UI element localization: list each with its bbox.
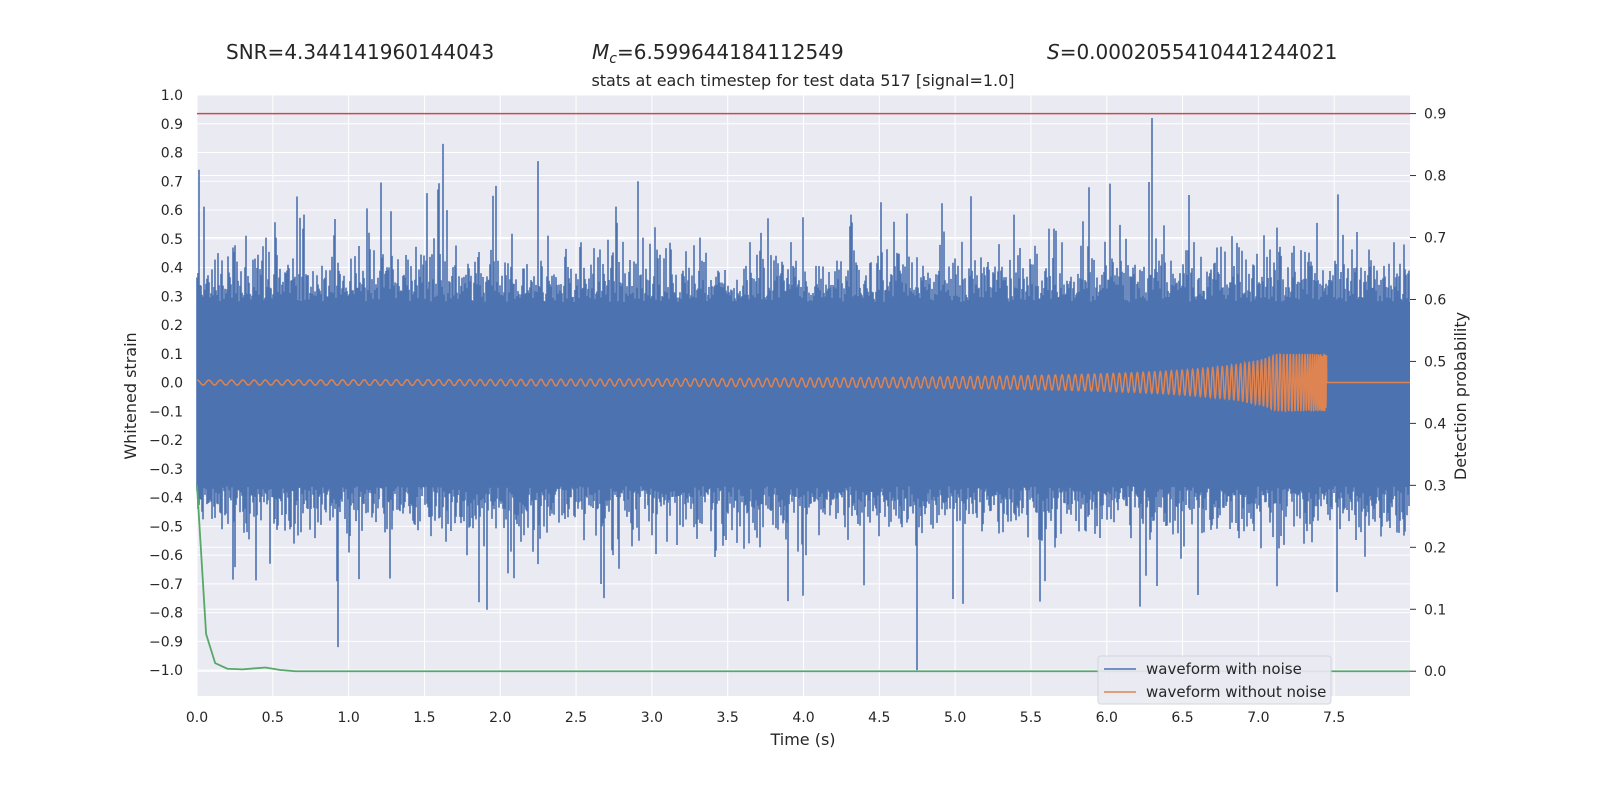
y2-tick-label: 0.7 <box>1424 231 1446 247</box>
x-tick-label: 7.5 <box>1323 710 1345 726</box>
legend-label-clean: waveform without noise <box>1146 683 1326 701</box>
x-tick-label: 6.0 <box>1096 710 1118 726</box>
y-tick-label: 0.5 <box>161 232 183 248</box>
x-axis-label: Time (s) <box>769 730 835 749</box>
x-tick-label: 7.0 <box>1247 710 1269 726</box>
x-tick-label: 3.0 <box>641 710 663 726</box>
chirp-mass-subscript: c <box>609 51 617 67</box>
y-tick-label: −1.0 <box>149 663 183 679</box>
axes: 0.0 0.5 1.0 1.5 2.0 2.5 3.0 3.5 4.0 4.5 5.0 5.5 6.0 6… <box>149 88 1446 726</box>
series-clean-waveform <box>196 352 1410 413</box>
legend-box <box>1097 655 1332 705</box>
legend: waveform with noise waveform without noi… <box>1097 655 1332 705</box>
y-tick-label: −0.9 <box>149 634 183 650</box>
y-tick-label: −0.1 <box>149 404 183 420</box>
y-tick-label: 0.6 <box>161 203 183 219</box>
x-tick-label: 1.5 <box>413 710 435 726</box>
y2-tick-label: 0.6 <box>1424 292 1446 308</box>
x-tick-label: 2.5 <box>565 710 587 726</box>
x-tick-label: 1.0 <box>337 710 359 726</box>
series-noisy-core <box>197 302 1410 487</box>
y-tick-label: −0.6 <box>149 548 183 564</box>
y-tick-label: 0.0 <box>161 376 183 392</box>
y-tick-label: 0.9 <box>161 117 183 133</box>
x-tick-label: 4.0 <box>792 710 814 726</box>
x-tick-label: 0.0 <box>186 710 208 726</box>
x-tick-label: 6.5 <box>1171 710 1193 726</box>
y-tick-label: 1.0 <box>161 88 183 104</box>
y-tick-label: 0.1 <box>161 347 183 363</box>
snr-value: 4.344141960144043 <box>284 40 495 64</box>
x-tick-label: 5.5 <box>1020 710 1042 726</box>
y-tick-label: −0.3 <box>149 462 183 478</box>
x-tick-label: 2.0 <box>489 710 511 726</box>
y2-tick-label: 0.2 <box>1424 540 1446 556</box>
y-tick-label: 0.8 <box>161 146 183 162</box>
y2-tick-label: 0.1 <box>1424 602 1446 618</box>
y2-tick-label: 0.0 <box>1424 664 1446 680</box>
snr-stat: SNR=4.344141960144043 <box>226 40 494 64</box>
y-tick-label: −0.2 <box>149 433 183 449</box>
y-tick-label: 0.7 <box>161 174 183 190</box>
y-tick-label: −0.5 <box>149 519 183 535</box>
chirp-mass-stat: Mc=6.599644184112549 <box>592 40 844 67</box>
s-stat: S=0.0002055410441244021 <box>1047 40 1337 64</box>
y-tick-label: 0.2 <box>161 318 183 334</box>
y-tick-label: −0.4 <box>149 491 183 507</box>
y-tick-label: 0.4 <box>161 261 183 277</box>
y-tick-label: −0.8 <box>149 606 183 622</box>
x-tick-label: 3.5 <box>717 710 739 726</box>
y2-tick-label: 0.3 <box>1424 478 1446 494</box>
x-tick-label: 5.0 <box>944 710 966 726</box>
chirp-mass-symbol: M <box>592 40 610 64</box>
y2-tick-label: 0.8 <box>1424 169 1446 185</box>
chirp-mass-value: =6.599644184112549 <box>616 40 844 64</box>
series-detection-probability <box>196 485 1410 673</box>
y2-axis-label: Detection probability <box>1451 312 1470 480</box>
legend-label-noisy: waveform with noise <box>1146 660 1302 678</box>
y2-tick-label: 0.9 <box>1424 107 1446 123</box>
s-symbol: S <box>1047 40 1060 64</box>
y-tick-label: 0.3 <box>161 289 183 305</box>
series-layer <box>196 112 1410 673</box>
x-tick-label: 0.5 <box>262 710 284 726</box>
snr-label: SNR= <box>226 40 285 64</box>
y-axis-label: Whitened strain <box>121 332 140 459</box>
y-tick-label: −0.7 <box>149 577 183 593</box>
s-value: =0.0002055410441244021 <box>1059 40 1338 64</box>
chart-title: stats at each timestep for test data 517… <box>591 71 1014 90</box>
y2-tick-label: 0.5 <box>1424 354 1446 370</box>
x-tick-label: 4.5 <box>868 710 890 726</box>
y2-tick-label: 0.4 <box>1424 416 1446 432</box>
